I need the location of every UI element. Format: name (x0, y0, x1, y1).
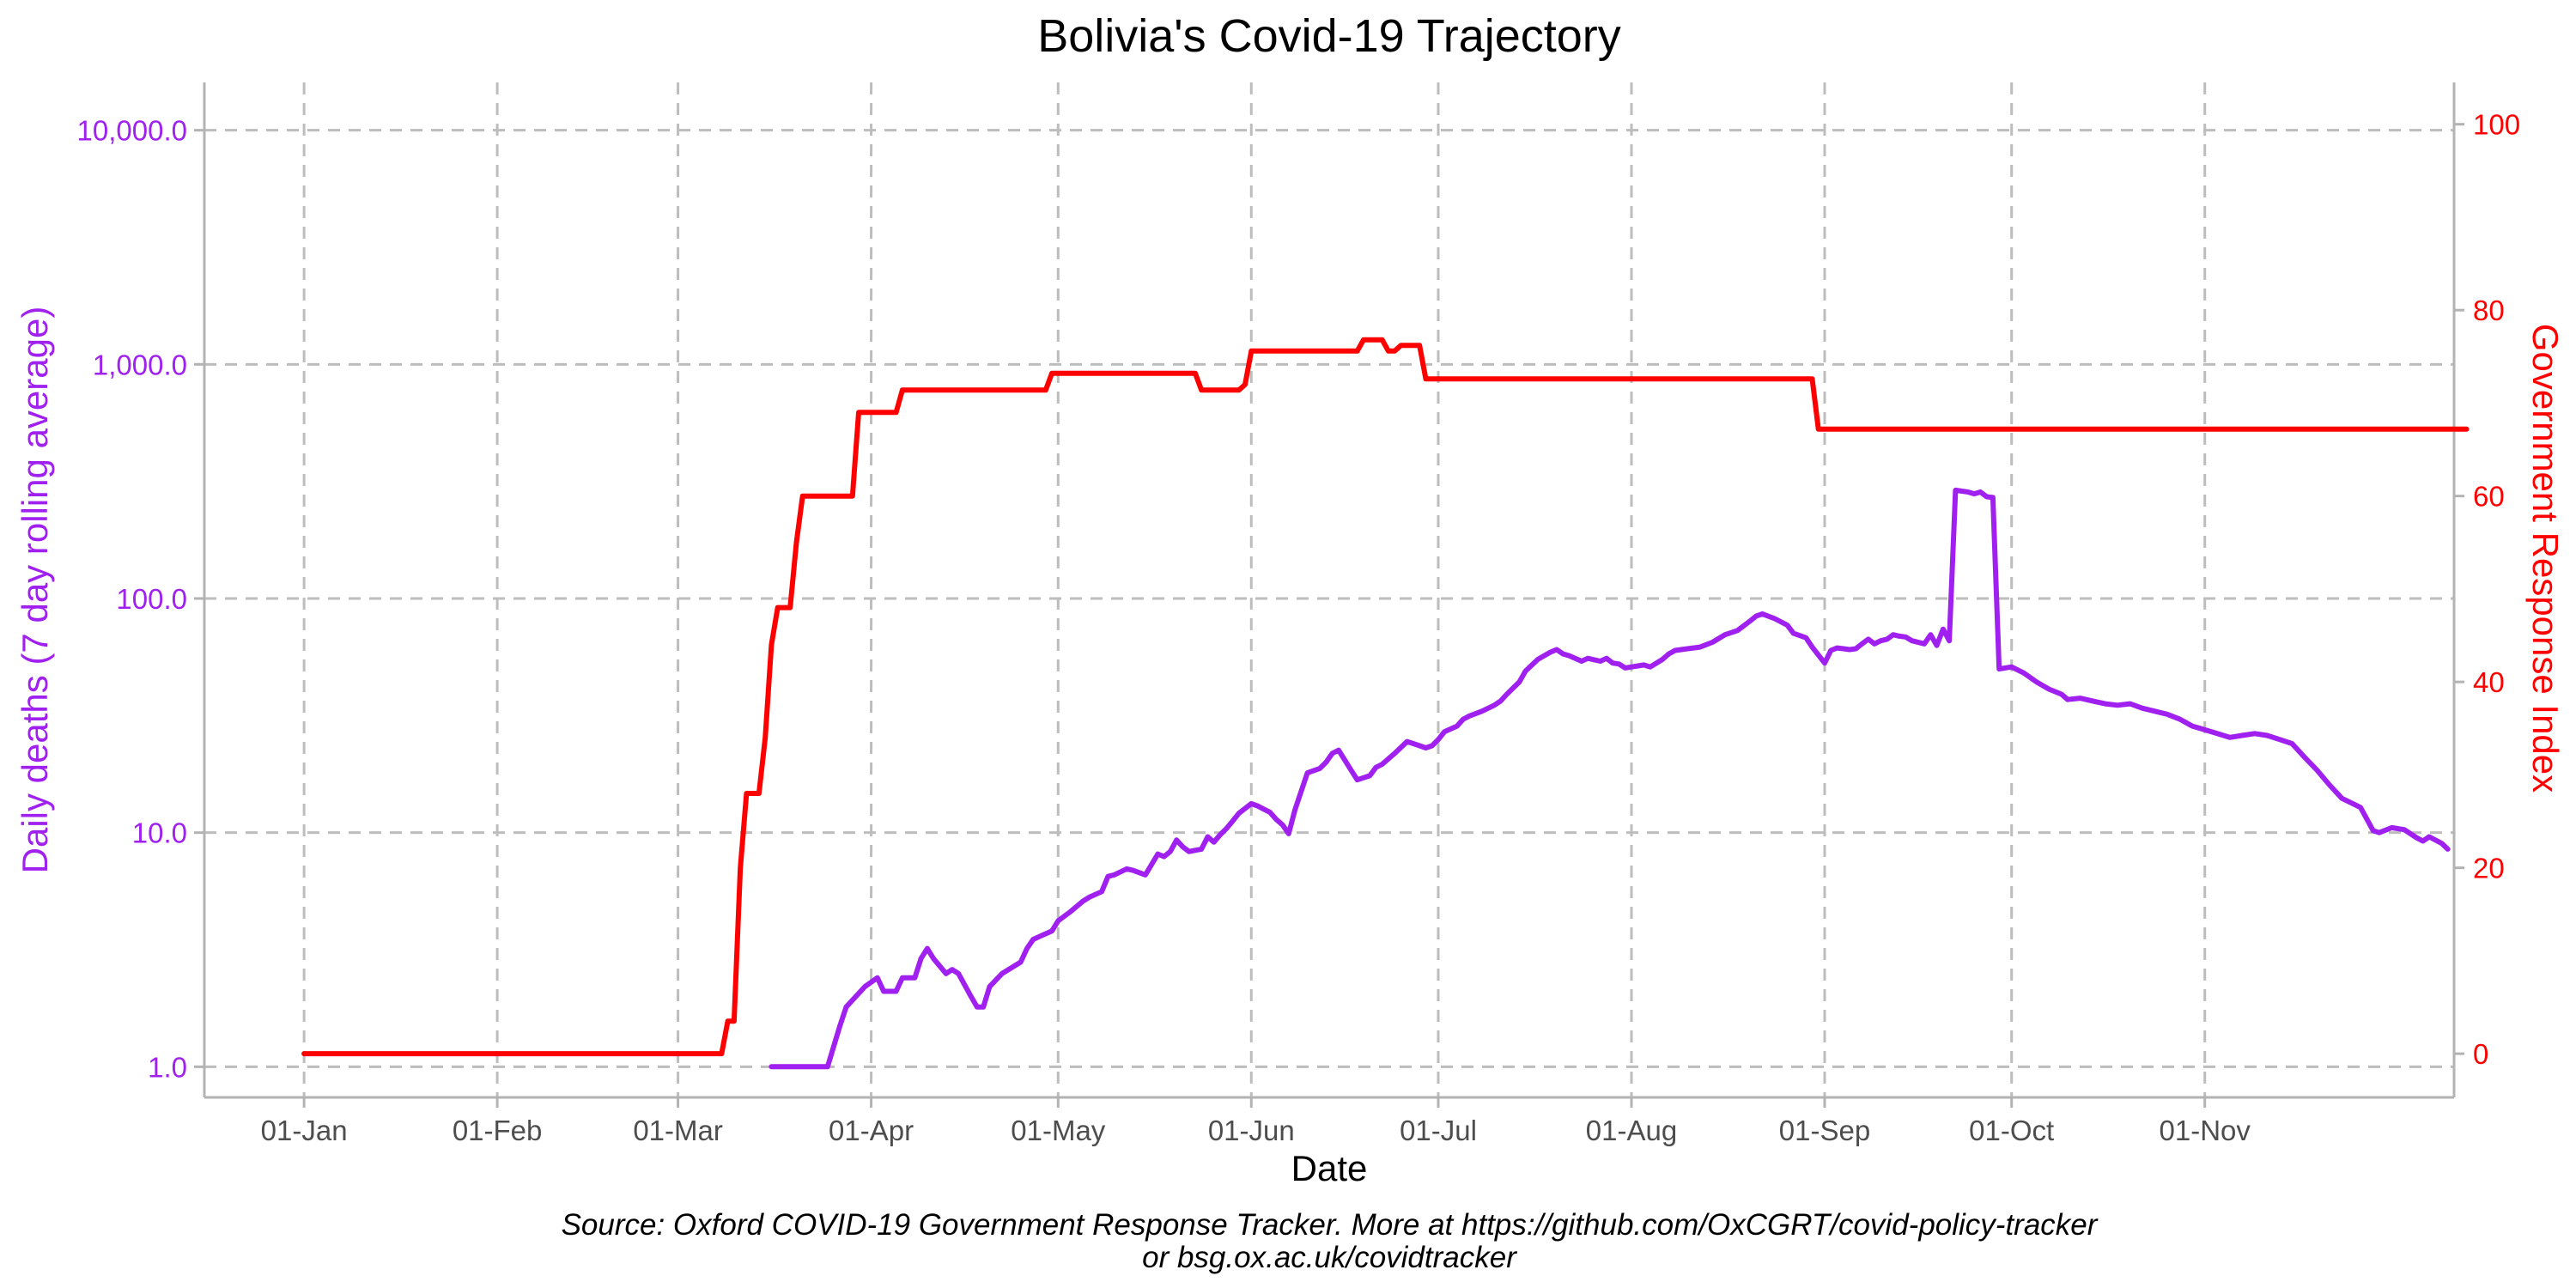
left-tick-label-0: 1.0 (148, 1051, 187, 1083)
x-tick-label-8: 01-Sep (1779, 1115, 1870, 1146)
right-tick-label-3: 60 (2473, 481, 2505, 513)
x-tick-label-0: 01-Jan (261, 1115, 348, 1146)
x-tick-label-10: 01-Nov (2160, 1115, 2251, 1146)
x-axis-ticks: 01-Jan 01-Feb 01-Mar 01-Apr 01-May 01-Jun 01-J… (261, 1097, 2251, 1146)
x-tick-label-9: 01-Oct (1969, 1115, 2054, 1146)
right-tick-label-0: 0 (2473, 1038, 2488, 1070)
left-axis-ticks: 1.0 10.0 100.0 1,000.0 10,000.0 (77, 115, 204, 1083)
right-tick-label-4: 80 (2473, 295, 2505, 326)
x-tick-label-6: 01-Jul (1400, 1115, 1477, 1146)
left-tick-label-4: 10,000.0 (77, 115, 187, 147)
right-axis-label: Government Response Index (2525, 324, 2566, 793)
left-tick-label-1: 10.0 (132, 817, 187, 849)
x-tick-label-4: 01-May (1011, 1115, 1106, 1146)
x-tick-label-1: 01-Feb (453, 1115, 543, 1146)
gridlines (204, 82, 2454, 1097)
left-axis-label: Daily deaths (7 day rolling average) (15, 307, 55, 874)
left-tick-label-3: 1,000.0 (93, 349, 187, 380)
daily-deaths-line (769, 487, 2451, 1070)
right-tick-label-2: 40 (2473, 666, 2505, 698)
left-tick-label-2: 100.0 (116, 583, 187, 615)
right-tick-label-5: 100 (2473, 109, 2520, 141)
x-tick-label-5: 01-Jun (1208, 1115, 1295, 1146)
x-axis-label: Date (1291, 1148, 1368, 1188)
x-tick-label-3: 01-Apr (829, 1115, 914, 1146)
x-tick-label-7: 01-Aug (1586, 1115, 1677, 1146)
chart-title: Bolivia's Covid-19 Trajectory (1037, 10, 1621, 62)
right-axis-ticks: 0 20 40 60 80 100 (2454, 109, 2520, 1070)
government-response-index-line (301, 337, 2470, 1057)
source-caption-line-2: or bsg.ox.ac.uk/covidtracker (1142, 1241, 1517, 1274)
x-tick-label-2: 01-Mar (633, 1115, 723, 1146)
series-lines (301, 337, 2470, 1070)
source-caption-line-1: Source: Oxford COVID-19 Government Respo… (562, 1208, 2099, 1242)
right-tick-label-1: 20 (2473, 853, 2505, 884)
